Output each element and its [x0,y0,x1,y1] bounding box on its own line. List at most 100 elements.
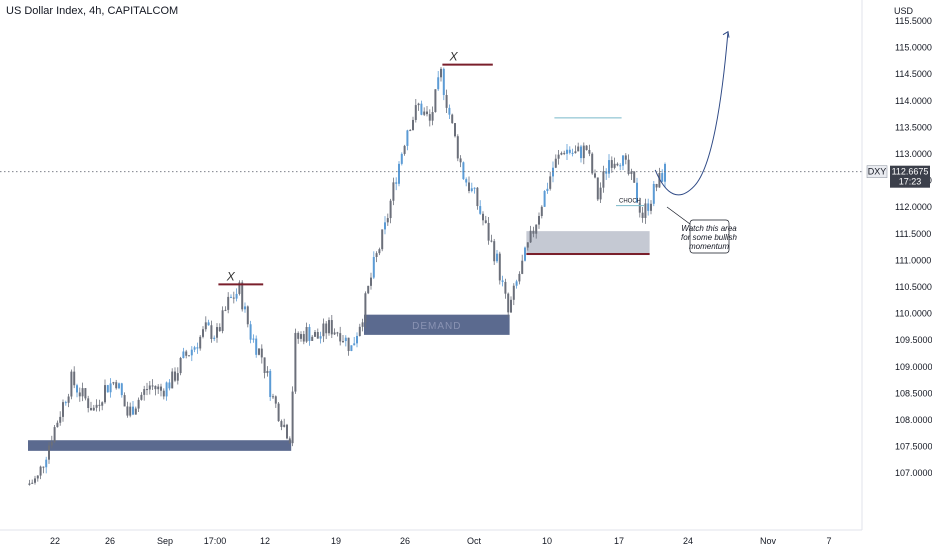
candle-body [154,385,157,390]
demand-zone [364,314,510,335]
candle-body [655,183,658,188]
x-tick-label: Nov [760,536,777,546]
candle-body [62,402,64,417]
candle-body [266,370,269,373]
candle-body [624,155,627,160]
candle-body [288,438,291,444]
candle-body [224,309,227,311]
candle-body [389,200,392,219]
candle-body [207,322,210,326]
candle-body [252,338,255,340]
note-pointer [666,206,691,225]
candle-body [190,349,193,356]
candle-body [98,404,101,406]
candle-body [574,151,577,154]
candle-body [235,293,238,299]
candle-body [554,158,557,168]
y-tick-label: 111.0000 [895,255,931,265]
candle-body [375,253,378,258]
candle-body [417,103,420,106]
candle-body [328,320,330,334]
candle-body [196,347,199,349]
candle-body [613,163,616,168]
candle-body [168,382,171,389]
candle-body [162,390,165,397]
candle-body [599,187,602,200]
candle-body [451,114,454,124]
candle-body [596,177,599,200]
candle-body [333,332,336,335]
candle-body [269,370,272,398]
x-tick-label: 26 [105,536,115,546]
candle-body [515,281,518,286]
candle-body [246,306,249,325]
candle-body [490,240,493,242]
candle-body [311,336,314,341]
candle-body [126,406,129,416]
candle-body [101,402,104,406]
candle-body [445,95,448,108]
candle-body [462,162,465,180]
candle-body [571,152,574,154]
candle-body [151,385,154,387]
candle-body [529,230,532,243]
candle-body [81,388,84,397]
candle-body [641,212,644,218]
candle-body [56,422,59,428]
candle-body [302,334,305,342]
candle-body [274,396,277,404]
y-tick-label: 114.5000 [895,69,932,79]
candle-body [28,483,31,485]
candle-body [414,105,417,120]
candle-body [286,424,288,439]
candle-body [498,253,501,281]
candle-body [118,383,120,389]
candle-body [160,386,162,391]
candle-body [347,337,350,352]
candle-body [322,323,325,337]
candle-body [524,247,526,261]
candle-body [76,385,78,393]
candle-body [87,398,90,409]
candle-body [361,322,364,327]
candle-body [543,191,546,207]
candle-body [45,459,48,468]
candle-body [129,406,132,416]
candle-body [540,206,543,217]
candle-body [48,445,50,460]
candle-body [440,68,442,78]
symbol-label: DXY [868,167,887,177]
candle-body [115,382,118,389]
candle-body [244,306,246,310]
projection-arrow [654,31,729,196]
candle-body [636,182,638,203]
candle-body [213,337,216,340]
candle-body [487,222,490,241]
candle-body [104,385,106,403]
candle-body [218,327,221,332]
candle-body [372,257,375,278]
candle-body [479,206,482,214]
candle-body [316,332,319,339]
candle-body [263,357,266,373]
candle-body [36,475,39,479]
candle-body [202,329,204,337]
candle-body [230,296,232,298]
candle-body [409,130,412,132]
candle-body [92,407,95,411]
y-tick-label: 110.0000 [895,309,932,319]
candle-body [364,293,367,323]
candle-body [496,253,498,262]
candle-body [602,171,605,188]
candle-body [330,320,333,335]
note-box[interactable] [689,219,730,254]
candle-body [664,163,666,182]
candle-body [109,383,112,393]
candle-body [123,395,126,407]
candle-body [582,145,585,159]
candle-body [255,338,258,355]
symbol-tag [866,165,888,178]
candle-body [59,416,62,423]
candle-body [73,371,76,386]
